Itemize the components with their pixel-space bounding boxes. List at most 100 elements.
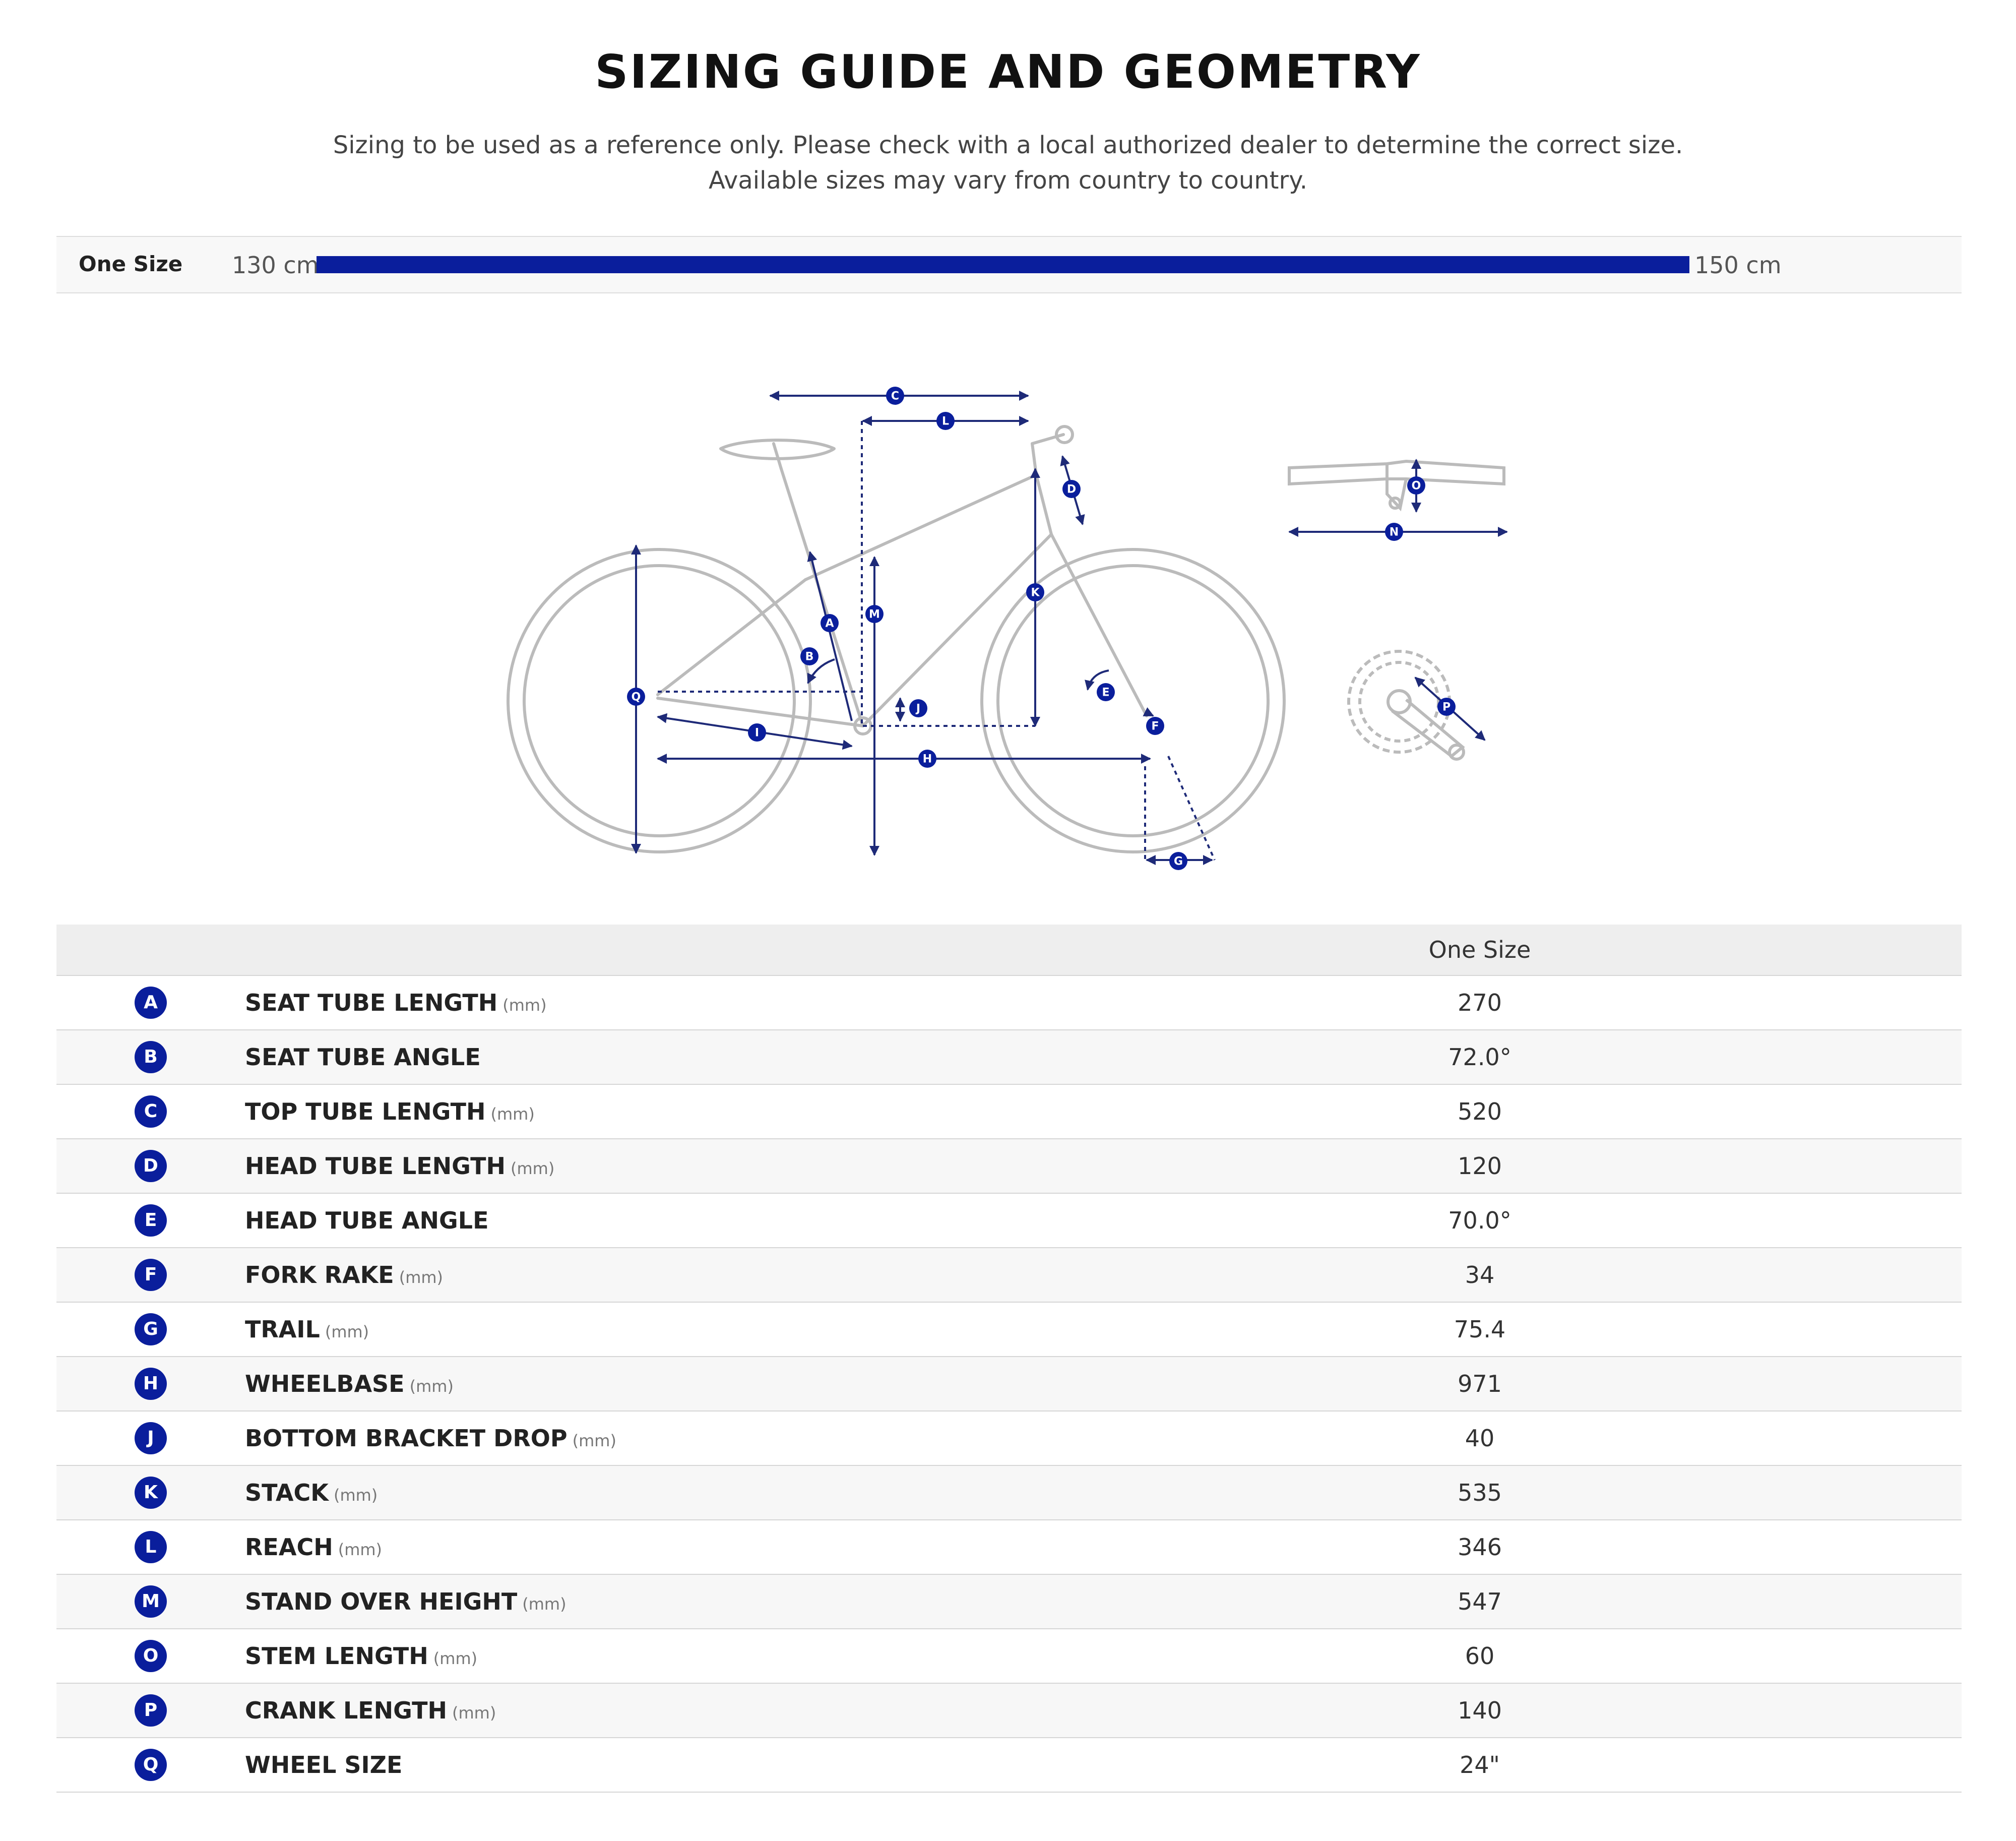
svg-text:C: C	[891, 390, 899, 403]
marker-o: O	[1407, 476, 1425, 495]
row-name: HEAD TUBE ANGLE	[245, 1207, 489, 1234]
row-unit: (mm)	[490, 1104, 535, 1124]
marker-i: I	[748, 723, 766, 742]
size-label: One Size	[79, 252, 183, 276]
row-unit: (mm)	[399, 1268, 444, 1287]
marker-b: B	[800, 647, 818, 665]
row-letter-badge: O	[135, 1640, 167, 1672]
geometry-table: One Size A SEAT TUBE LENGTH (mm) 270 B SE…	[56, 925, 1962, 1793]
row-letter-badge: P	[135, 1694, 167, 1727]
availability-note: Available sizes may vary from country to…	[708, 166, 1308, 195]
table-row: C TOP TUBE LENGTH (mm) 520	[56, 1084, 1962, 1139]
svg-text:F: F	[1151, 720, 1159, 733]
seatpost	[772, 442, 783, 470]
row-value: 547	[1458, 1588, 1502, 1615]
row-value: 270	[1458, 989, 1502, 1016]
bike-frame-illustration	[507, 425, 1286, 853]
row-letter-badge: G	[135, 1313, 167, 1345]
rear-wheel-rim	[523, 564, 796, 837]
row-value: 34	[1465, 1261, 1495, 1288]
marker-f: F	[1146, 717, 1164, 735]
table-row: D HEAD TUBE LENGTH (mm) 120	[56, 1139, 1962, 1194]
row-value: 75.4	[1454, 1316, 1506, 1343]
top-tube	[804, 473, 1038, 581]
height-range-track	[317, 256, 1689, 273]
sizing-disclaimer: Sizing to be used as a reference only. P…	[333, 131, 1683, 159]
down-tube	[861, 533, 1053, 727]
row-value: 70.0°	[1448, 1207, 1511, 1234]
marker-a: A	[821, 614, 839, 632]
marker-j: J	[909, 699, 927, 717]
row-unit: (mm)	[511, 1159, 555, 1178]
column-header-one-size: One Size	[1212, 925, 1748, 976]
row-name: STACK	[245, 1479, 329, 1506]
front-wheel-rim	[996, 564, 1270, 837]
rear-wheel	[507, 548, 812, 853]
row-name: SEAT TUBE LENGTH	[245, 989, 498, 1016]
table-row: J BOTTOM BRACKET DROP (mm) 40	[56, 1411, 1962, 1466]
row-letter-badge: C	[135, 1095, 167, 1128]
svg-text:L: L	[942, 415, 949, 428]
row-name: HEAD TUBE LENGTH	[245, 1152, 506, 1180]
svg-text:Q: Q	[632, 691, 641, 704]
marker-q: Q	[627, 688, 645, 706]
fork	[1050, 533, 1148, 717]
table-row: G TRAIL (mm) 75.4	[56, 1302, 1962, 1357]
seat-stay	[656, 578, 807, 696]
row-name: CRANK LENGTH	[245, 1697, 447, 1724]
height-min-label: 130 cm	[232, 252, 319, 279]
row-unit: (mm)	[433, 1649, 478, 1668]
svg-text:B: B	[805, 651, 814, 663]
row-value: 24"	[1460, 1751, 1500, 1778]
row-value: 535	[1458, 1479, 1502, 1506]
svg-text:A: A	[825, 618, 834, 630]
table-row: F FORK RAKE (mm) 34	[56, 1248, 1962, 1303]
row-value: 971	[1458, 1370, 1502, 1397]
size-range-row: One Size 130 cm 150 cm	[56, 236, 1962, 293]
marker-l: L	[936, 412, 955, 430]
marker-n: N	[1385, 523, 1403, 541]
height-range-bar	[317, 256, 1689, 273]
bike-geometry-diagram: C L D O N K M A B E J Q I H F G P	[507, 387, 1508, 870]
row-value: 520	[1458, 1098, 1502, 1125]
row-value: 140	[1458, 1697, 1502, 1724]
row-letter-badge: M	[135, 1585, 167, 1618]
marker-d: D	[1062, 480, 1081, 498]
svg-text:O: O	[1412, 480, 1421, 493]
row-name: REACH	[245, 1533, 333, 1561]
marker-e: E	[1097, 683, 1115, 701]
row-unit: (mm)	[522, 1594, 566, 1614]
table-row: K STACK (mm) 535	[56, 1465, 1962, 1520]
bar-end	[1055, 425, 1074, 444]
front-wheel	[980, 548, 1286, 853]
row-unit: (mm)	[333, 1486, 378, 1505]
marker-m: M	[865, 605, 884, 623]
svg-text:E: E	[1102, 687, 1109, 699]
svg-text:J: J	[915, 703, 920, 715]
marker-g: G	[1169, 852, 1187, 870]
row-letter-badge: Q	[135, 1749, 167, 1781]
page-title: SIZING GUIDE AND GEOMETRY	[595, 45, 1421, 99]
row-value: 120	[1458, 1152, 1502, 1180]
table-row: B SEAT TUBE ANGLE 72.0°	[56, 1030, 1962, 1085]
row-letter-badge: K	[135, 1477, 167, 1509]
row-letter-badge: B	[135, 1041, 167, 1073]
row-letter-badge: L	[135, 1531, 167, 1563]
row-unit: (mm)	[572, 1431, 616, 1450]
table-row: M STAND OVER HEIGHT (mm) 547	[56, 1574, 1962, 1629]
row-name: SEAT TUBE ANGLE	[245, 1044, 481, 1071]
svg-text:D: D	[1067, 483, 1076, 496]
row-name: STEM LENGTH	[245, 1642, 428, 1670]
row-letter-badge: H	[135, 1368, 167, 1400]
dimension-markers: C L D O N K M A B E J Q I H F G P	[627, 387, 1456, 870]
row-name: WHEEL SIZE	[245, 1751, 403, 1778]
row-unit: (mm)	[338, 1540, 383, 1559]
row-name: TRAIL	[245, 1316, 320, 1343]
row-name: WHEELBASE	[245, 1370, 405, 1397]
table-row: A SEAT TUBE LENGTH (mm) 270	[56, 975, 1962, 1030]
table-row: H WHEELBASE (mm) 971	[56, 1357, 1962, 1412]
row-value: 346	[1458, 1533, 1502, 1561]
table-row: E HEAD TUBE ANGLE 70.0°	[56, 1193, 1962, 1248]
table-row: O STEM LENGTH (mm) 60	[56, 1629, 1962, 1684]
height-max-label: 150 cm	[1694, 252, 1782, 279]
